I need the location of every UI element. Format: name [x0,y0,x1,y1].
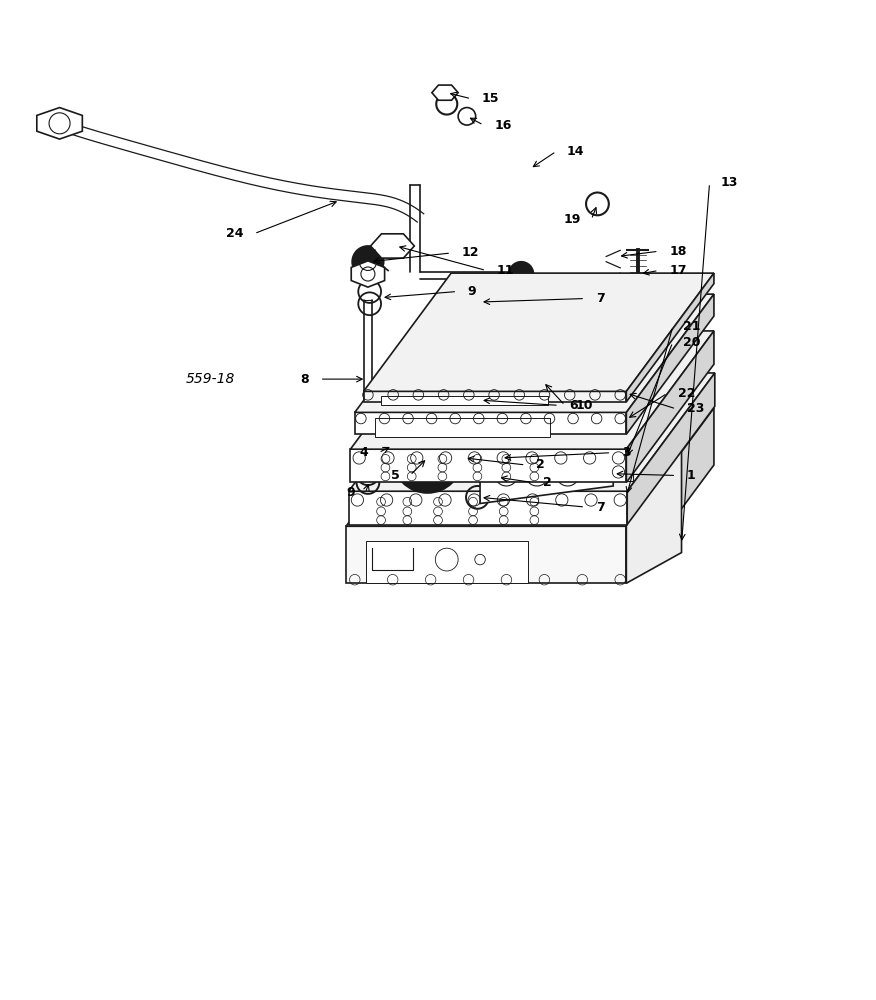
Polygon shape [355,412,626,434]
Polygon shape [626,294,714,434]
Text: 1: 1 [687,469,696,482]
Circle shape [373,426,412,465]
Polygon shape [350,449,626,482]
Polygon shape [626,408,714,583]
Polygon shape [371,234,414,258]
Polygon shape [480,442,613,504]
Bar [366,541,528,583]
Bar [375,418,550,437]
Circle shape [419,449,436,467]
Polygon shape [626,273,714,402]
Text: 14: 14 [567,145,584,158]
Polygon shape [350,331,714,449]
Text: 21: 21 [683,320,701,333]
Bar [609,463,633,481]
Text: 12: 12 [462,246,479,259]
Circle shape [392,423,463,493]
Polygon shape [355,294,714,412]
Polygon shape [346,526,626,583]
Text: 2: 2 [536,458,545,471]
Text: 7: 7 [596,501,604,514]
Polygon shape [349,373,715,491]
Polygon shape [349,491,627,525]
Polygon shape [626,331,714,482]
Polygon shape [626,360,682,583]
Circle shape [509,262,533,286]
Text: 7: 7 [596,292,604,305]
Text: 559-18: 559-18 [186,372,235,386]
Text: 3: 3 [622,446,631,459]
Text: 9: 9 [346,486,355,499]
Text: 24: 24 [226,227,244,240]
Text: 8: 8 [300,373,309,386]
Text: 18: 18 [669,245,687,258]
Text: 20: 20 [683,336,701,349]
Circle shape [451,445,477,471]
Text: 4: 4 [359,446,368,459]
Polygon shape [364,273,714,391]
Polygon shape [364,391,626,402]
Text: 13: 13 [720,176,738,189]
Text: 16: 16 [494,119,512,132]
Text: 23: 23 [687,402,704,415]
Text: 17: 17 [669,264,687,277]
Polygon shape [346,408,714,526]
Text: 6: 6 [569,399,578,412]
Text: 19: 19 [563,213,581,226]
Polygon shape [37,108,82,139]
Polygon shape [432,85,458,100]
Text: 5: 5 [391,469,399,482]
Polygon shape [627,373,715,525]
Text: 15: 15 [482,92,499,105]
Circle shape [352,246,384,277]
Text: 9: 9 [468,285,477,298]
Text: 10: 10 [576,399,593,412]
Polygon shape [351,261,385,287]
Text: 22: 22 [678,387,696,400]
Bar [381,396,548,405]
Text: 2: 2 [543,476,552,489]
Text: 11: 11 [497,264,514,277]
